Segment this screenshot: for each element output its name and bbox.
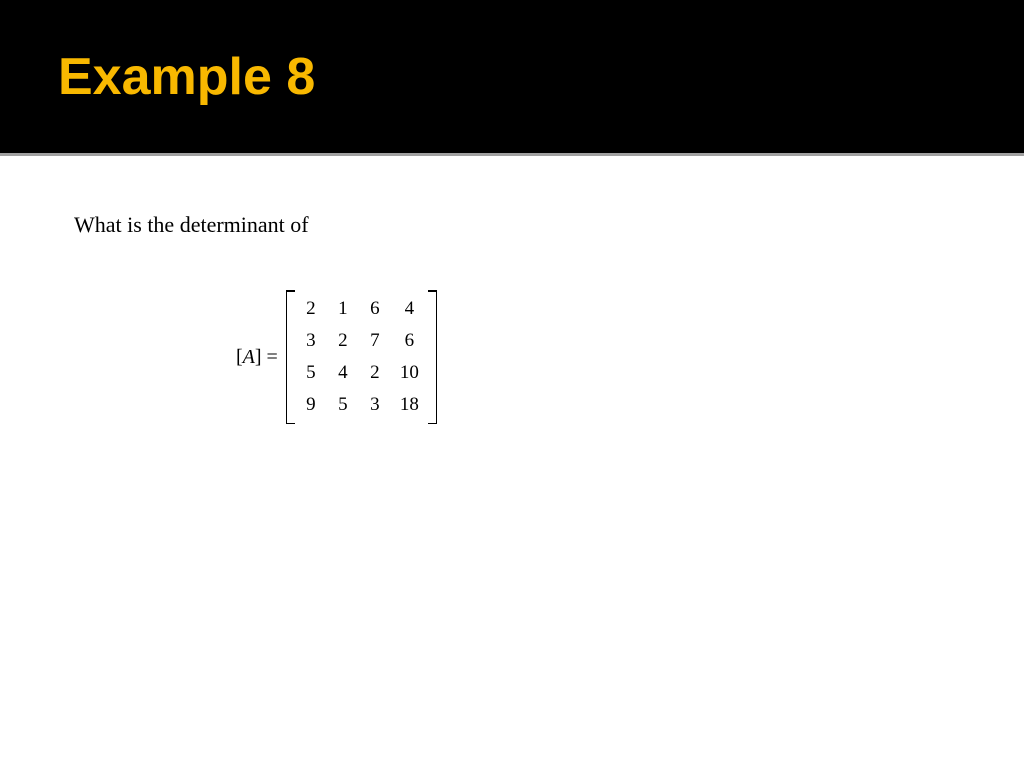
question-text: What is the determinant of <box>74 212 950 238</box>
slide-content: What is the determinant of [A] = 2 1 6 4… <box>0 156 1024 480</box>
matrix-container: 2 1 6 4 3 2 7 6 5 4 2 10 9 5 3 18 <box>286 290 437 424</box>
matrix-bracket-left <box>286 290 294 424</box>
matrix-cell: 9 <box>304 394 318 416</box>
matrix-cell: 6 <box>368 298 382 320</box>
matrix-bracket-right <box>429 290 437 424</box>
matrix-cell: 5 <box>336 394 350 416</box>
label-variable: A <box>243 346 255 368</box>
matrix-cell: 1 <box>336 298 350 320</box>
matrix-cell: 2 <box>304 298 318 320</box>
matrix-cell: 10 <box>400 362 419 384</box>
label-bracket-close-eq: ] = <box>255 346 278 368</box>
matrix-cell: 3 <box>368 394 382 416</box>
matrix-cell: 4 <box>336 362 350 384</box>
matrix-grid: 2 1 6 4 3 2 7 6 5 4 2 10 9 5 3 18 <box>294 290 429 424</box>
matrix-cell: 2 <box>368 362 382 384</box>
slide-header: Example 8 <box>0 0 1024 153</box>
matrix-label: [A] = <box>236 346 278 369</box>
matrix-cell: 2 <box>336 330 350 352</box>
matrix-cell: 5 <box>304 362 318 384</box>
matrix-cell: 3 <box>304 330 318 352</box>
matrix-cell: 7 <box>368 330 382 352</box>
matrix-equation: [A] = 2 1 6 4 3 2 7 6 5 4 2 10 9 5 3 18 <box>236 290 950 424</box>
matrix-cell: 6 <box>400 330 419 352</box>
slide-title: Example 8 <box>58 47 315 107</box>
label-bracket-open: [ <box>236 346 243 368</box>
matrix-cell: 4 <box>400 298 419 320</box>
matrix-cell: 18 <box>400 394 419 416</box>
